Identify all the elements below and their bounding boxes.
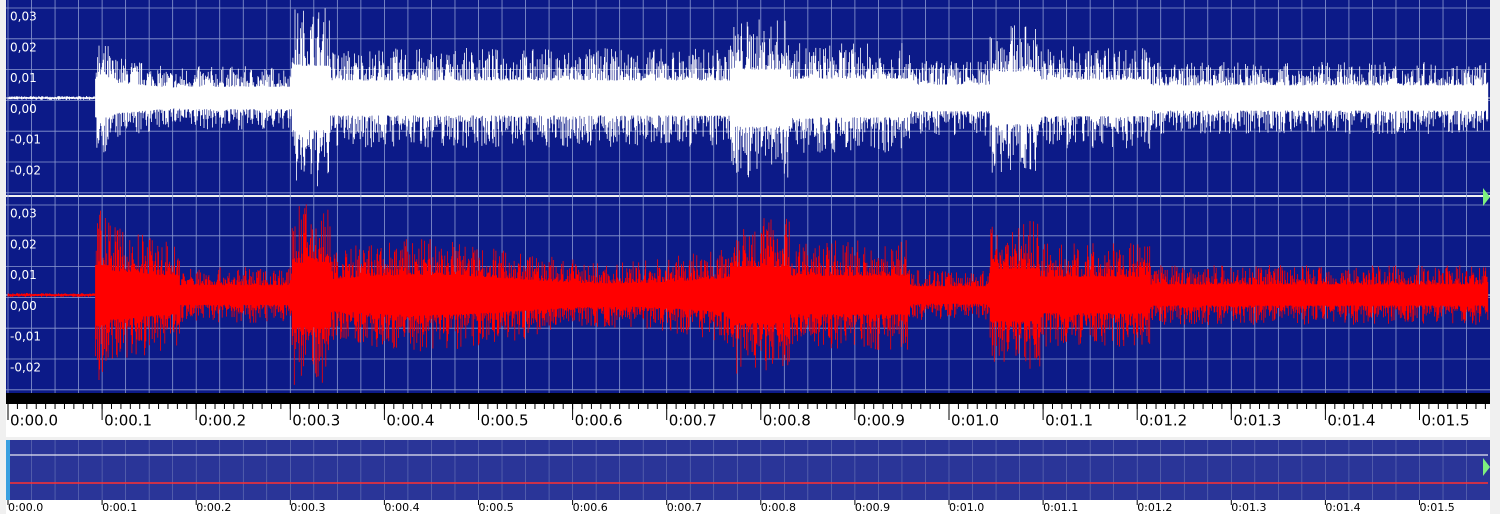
amplitude-label: -0,01: [10, 330, 41, 344]
amplitude-label: 0,02: [10, 237, 37, 251]
amplitude-label: -0,02: [10, 361, 41, 375]
overview-time-label: 0:00.7: [667, 501, 702, 514]
overview-start-handle[interactable]: [6, 440, 10, 500]
amplitude-label: -0,01: [10, 133, 41, 147]
time-label: 0:01.3: [1233, 412, 1281, 430]
time-label: 0:00.5: [481, 412, 529, 430]
waveform: [7, 204, 1489, 385]
time-label: 0:00.7: [669, 412, 717, 430]
overview-time-label: 0:00.9: [855, 501, 890, 514]
amplitude-label: -0,02: [10, 164, 41, 178]
amplitude-label: 0,01: [10, 71, 37, 85]
overview-time-label: 0:00.4: [384, 501, 419, 514]
overview-time-label: 0:01.5: [1420, 501, 1455, 514]
labels: 0,03 0,02 0,01 0,00 -0,01 -0,02 0,03 0,02 0,01 0,…: [8, 10, 1470, 515]
amplitude-label: 0,03: [10, 207, 37, 221]
separator-bar: [6, 393, 1490, 404]
time-label: 0:00.3: [292, 412, 340, 430]
overview-time-label: 0:00.3: [290, 501, 325, 514]
overview-time-label: 0:00.2: [196, 501, 231, 514]
time-label: 0:01.5: [1422, 412, 1470, 430]
overview-time-label: 0:01.0: [949, 501, 984, 514]
overview-time-label: 0:01.4: [1325, 501, 1360, 514]
time-label: 0:00.1: [104, 412, 152, 430]
overview-ruler: [6, 500, 1490, 514]
time-label: 0:01.4: [1327, 412, 1375, 430]
time-label: 0:00.0: [10, 412, 58, 430]
amplitude-label: 0,01: [10, 268, 37, 282]
time-label: 0:01.2: [1139, 412, 1187, 430]
overview-time-label: 0:00.1: [102, 501, 137, 514]
overview-time-label: 0:00.5: [479, 501, 514, 514]
time-label: 0:00.2: [198, 412, 246, 430]
time-label: 0:00.6: [575, 412, 623, 430]
time-label: 0:00.9: [857, 412, 905, 430]
time-label: 0:00.8: [763, 412, 811, 430]
overview-time-label: 0:00.0: [8, 501, 43, 514]
overview-time-label: 0:00.8: [761, 501, 796, 514]
overview-end-handle[interactable]: [1483, 458, 1490, 476]
time-label: 0:01.1: [1045, 412, 1093, 430]
amplitude-label: 0,03: [10, 10, 37, 24]
waveform: [7, 8, 1489, 187]
overview-time-label: 0:01.2: [1137, 501, 1172, 514]
amplitude-label: 0,00: [10, 102, 37, 116]
timeline-ruler[interactable]: [6, 404, 1490, 437]
play-marker[interactable]: [1483, 188, 1490, 206]
amplitude-label: 0,00: [10, 299, 37, 313]
overview-panel[interactable]: [6, 440, 1490, 500]
waveforms: [7, 8, 1489, 385]
overview-time-label: 0:00.6: [573, 501, 608, 514]
time-label: 0:01.0: [951, 412, 999, 430]
overview-time-label: 0:01.1: [1043, 501, 1078, 514]
amplitude-label: 0,02: [10, 40, 37, 54]
overview-time-label: 0:01.3: [1231, 501, 1266, 514]
time-label: 0:00.4: [386, 412, 434, 430]
